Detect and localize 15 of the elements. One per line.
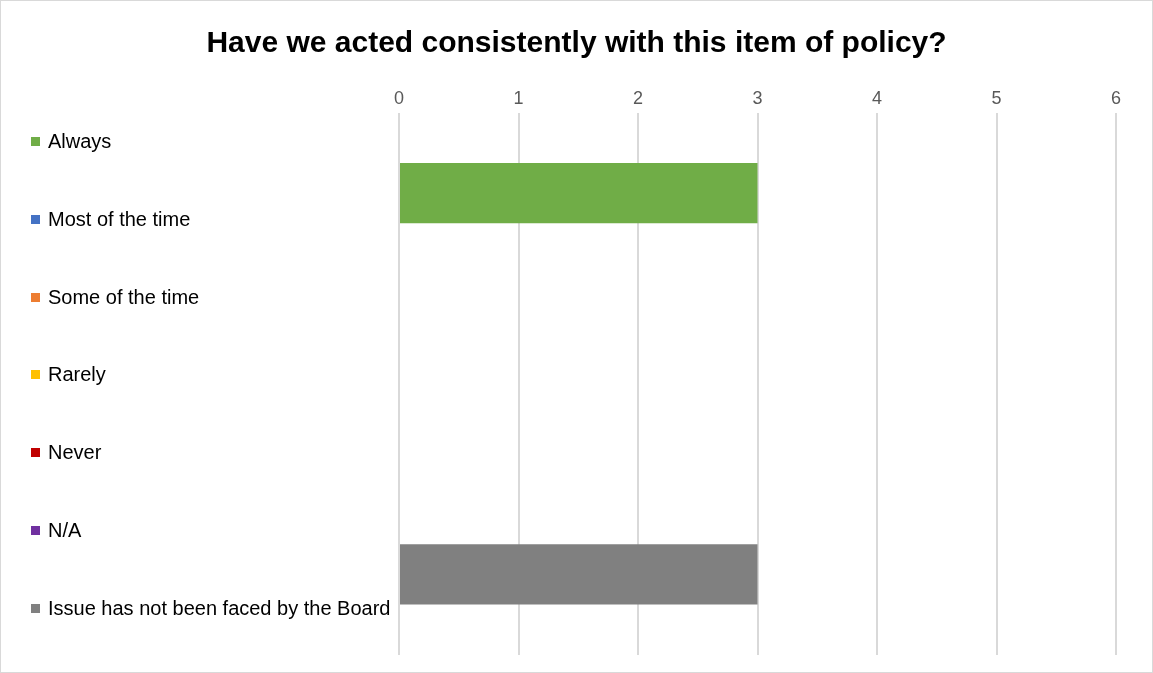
legend-label: Always — [48, 129, 112, 155]
x-tick-label: 1 — [513, 87, 524, 108]
x-tick-label: 4 — [871, 87, 883, 108]
legend-label: Most of the time — [48, 207, 191, 233]
x-tick-label: 6 — [1110, 87, 1122, 108]
chart-title: Have we acted consistently with this item of policy? — [205, 25, 948, 59]
legend-label: N/A — [48, 517, 82, 543]
x-tick-label: 0 — [394, 87, 405, 108]
x-tick-label: 2 — [633, 87, 644, 108]
x-tick-label: 5 — [991, 87, 1002, 108]
legend-label: Never — [48, 440, 102, 466]
legend-label: Issue has not been faced by the Board — [48, 595, 391, 621]
x-tick-label: 3 — [752, 87, 763, 108]
legend-label: Some of the time — [48, 284, 200, 310]
legend-label: Rarely — [48, 362, 106, 388]
